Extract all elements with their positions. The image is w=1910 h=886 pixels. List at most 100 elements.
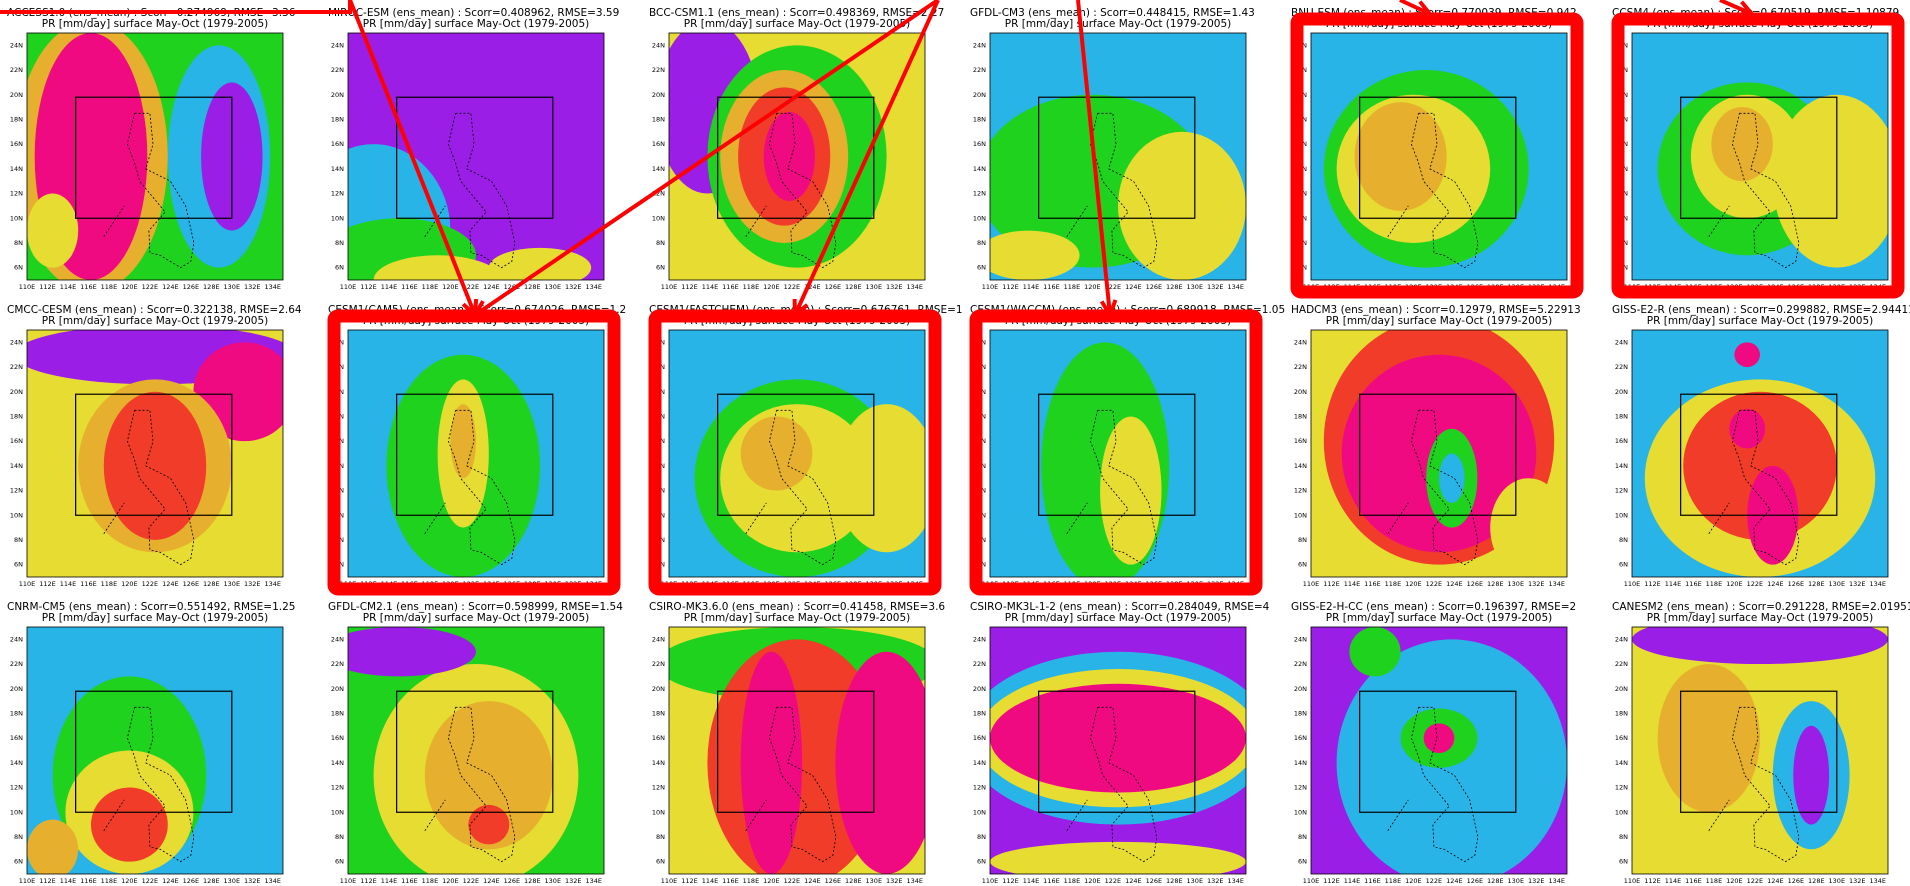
lon-tick-label: 126E xyxy=(1467,580,1484,588)
contour xyxy=(977,231,1079,280)
lat-tick-label: 6N xyxy=(14,264,23,272)
lon-tick-label: 126E xyxy=(1467,877,1484,885)
lat-tick-label: 10N xyxy=(1294,808,1307,816)
lon-tick-label: 118E xyxy=(422,283,439,291)
lon-tick-label: 130E xyxy=(224,877,241,885)
lat-tick-label: 20N xyxy=(652,685,665,693)
lon-tick-label: 130E xyxy=(1508,877,1525,885)
panel-subtitle: PR [mm/day] surface May-Oct (1979-2005) xyxy=(1647,612,1873,624)
panel-subtitle: PR [mm/day] surface May-Oct (1979-2005) xyxy=(363,18,589,30)
lon-tick-label: 118E xyxy=(1064,283,1081,291)
map xyxy=(1632,330,1888,577)
lat-tick-label: 20N xyxy=(973,685,986,693)
lon-tick-label: 130E xyxy=(1508,580,1525,588)
lat-tick-label: 18N xyxy=(1615,709,1628,717)
lon-tick-label: 134E xyxy=(586,877,603,885)
panel: BNU-ESM (ens_mean) : Scorr=0.770039, RMS… xyxy=(1291,7,1577,292)
lon-tick-label: 132E xyxy=(244,283,261,291)
lon-tick-label: 110E xyxy=(19,283,36,291)
panel: CCSM4 (ens_mean) : Scorr=0.670519, RMSE=… xyxy=(1612,7,1901,292)
lat-tick-label: 14N xyxy=(331,165,344,173)
contour xyxy=(1118,132,1246,280)
map xyxy=(1632,615,1888,874)
lon-tick-label: 120E xyxy=(763,283,780,291)
lon-tick-label: 128E xyxy=(1487,877,1504,885)
lon-tick-label: 110E xyxy=(340,877,357,885)
lat-tick-label: 16N xyxy=(10,140,23,148)
panel: CANESM2 (ens_mean) : Scorr=0.291228, RMS… xyxy=(1612,601,1910,885)
lon-tick-label: 130E xyxy=(545,283,562,291)
lon-tick-label: 110E xyxy=(1303,877,1320,885)
lon-tick-label: 128E xyxy=(845,283,862,291)
lat-tick-label: 10N xyxy=(652,808,665,816)
lon-tick-label: 114E xyxy=(1023,283,1040,291)
contour xyxy=(1734,342,1760,367)
lon-tick-label: 112E xyxy=(1644,580,1661,588)
lon-tick-label: 116E xyxy=(722,877,739,885)
lat-tick-label: 16N xyxy=(1615,437,1628,445)
lon-tick-label: 126E xyxy=(1788,580,1805,588)
lat-tick-label: 22N xyxy=(10,363,23,371)
contour xyxy=(322,627,476,676)
panel: GFDL-CM2.1 (ens_mean) : Scorr=0.598999, … xyxy=(322,601,623,886)
map xyxy=(348,330,604,577)
lon-tick-label: 120E xyxy=(442,283,459,291)
map xyxy=(990,330,1246,589)
contour xyxy=(1729,409,1765,449)
lon-tick-label: 112E xyxy=(1323,877,1340,885)
lon-tick-label: 124E xyxy=(162,580,179,588)
lat-tick-label: 14N xyxy=(10,165,23,173)
lat-tick-label: 8N xyxy=(335,239,344,247)
lon-tick-label: 126E xyxy=(1788,877,1805,885)
lon-tick-label: 128E xyxy=(524,877,541,885)
panel-subtitle: PR [mm/day] surface May-Oct (1979-2005) xyxy=(363,612,589,624)
lon-tick-label: 118E xyxy=(1385,877,1402,885)
lon-tick-label: 126E xyxy=(825,877,842,885)
lon-tick-label: 124E xyxy=(1767,580,1784,588)
lon-tick-label: 116E xyxy=(80,580,97,588)
lon-tick-label: 124E xyxy=(483,877,500,885)
lat-tick-label: 12N xyxy=(331,784,344,792)
lat-tick-label: 20N xyxy=(10,388,23,396)
contour xyxy=(1424,723,1455,753)
lat-tick-label: 14N xyxy=(10,462,23,470)
lon-tick-label: 126E xyxy=(183,580,200,588)
panel: BCC-CSM1.1 (ens_mean) : Scorr=0.498369, … xyxy=(649,7,944,291)
lon-tick-label: 114E xyxy=(381,283,398,291)
lat-tick-label: 22N xyxy=(652,660,665,668)
lon-tick-label: 116E xyxy=(401,283,418,291)
lon-tick-label: 112E xyxy=(681,877,698,885)
lon-tick-label: 122E xyxy=(463,877,480,885)
lat-tick-label: 12N xyxy=(10,190,23,198)
lat-tick-label: 8N xyxy=(14,536,23,544)
lat-tick-label: 18N xyxy=(331,709,344,717)
lon-tick-label: 116E xyxy=(722,283,739,291)
lon-tick-label: 120E xyxy=(1405,877,1422,885)
lon-tick-label: 132E xyxy=(1849,877,1866,885)
lat-tick-label: 22N xyxy=(652,66,665,74)
lon-tick-label: 110E xyxy=(1303,580,1320,588)
lon-tick-label: 122E xyxy=(1747,580,1764,588)
lat-tick-label: 8N xyxy=(656,239,665,247)
lat-tick-label: 8N xyxy=(1298,536,1307,544)
map xyxy=(1311,627,1567,886)
contour xyxy=(835,652,937,874)
map xyxy=(964,627,1271,881)
lat-tick-label: 18N xyxy=(331,115,344,123)
lon-tick-label: 132E xyxy=(1207,877,1224,885)
lon-tick-label: 112E xyxy=(1002,283,1019,291)
lat-tick-label: 14N xyxy=(1294,462,1307,470)
lat-tick-label: 24N xyxy=(1294,338,1307,346)
lat-tick-label: 16N xyxy=(10,734,23,742)
panel: ACCESS1.0 (ens_mean) : Scorr=0.274969, R… xyxy=(7,7,296,292)
lon-tick-label: 112E xyxy=(360,283,377,291)
lon-tick-label: 132E xyxy=(886,877,903,885)
contour xyxy=(489,248,591,288)
lon-tick-label: 128E xyxy=(1487,580,1504,588)
map xyxy=(14,325,296,577)
lon-tick-label: 118E xyxy=(1064,877,1081,885)
contour xyxy=(990,684,1246,793)
lat-tick-label: 24N xyxy=(331,635,344,643)
contour xyxy=(1490,478,1567,577)
lat-tick-label: 22N xyxy=(1615,363,1628,371)
